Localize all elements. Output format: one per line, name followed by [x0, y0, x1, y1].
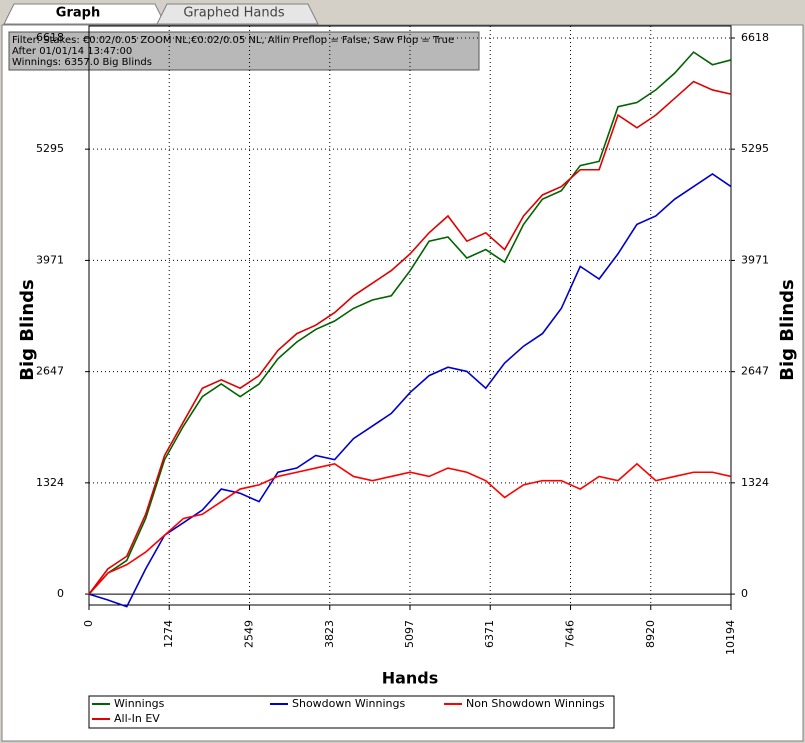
y2-tick-label: 2647: [741, 365, 769, 378]
y2-tick-label: 3971: [741, 253, 769, 266]
y-tick-label: 2647: [36, 365, 64, 378]
filter-text: Filter: Stakes: €0.02/0.05 ZOOM NL,€0.02…: [12, 35, 454, 46]
series-line: [88, 172, 732, 608]
filter-text: After 01/01/14 13:47:00: [12, 46, 132, 57]
x-tick-label: 2549: [243, 620, 256, 648]
panel: [1, 24, 804, 742]
y-tick-label: 0: [57, 587, 64, 600]
x-tick-label: 8920: [644, 620, 657, 648]
filter-text: Winnings: 6357.0 Big Blinds: [12, 57, 152, 68]
y-tick-label: 6618: [36, 31, 64, 44]
legend-label: Winnings: [114, 697, 165, 710]
series-line: [88, 462, 732, 595]
tab-label[interactable]: Graph: [56, 6, 100, 21]
series-line: [88, 51, 732, 595]
y2-tick-label: 5295: [741, 142, 769, 155]
y2-tick-label: 0: [741, 587, 748, 600]
series-line: [88, 80, 732, 595]
tab-label[interactable]: Graphed Hands: [183, 6, 284, 21]
y2-tick-label: 1324: [741, 476, 769, 489]
legend-label: Non Showdown Winnings: [466, 697, 605, 710]
x-tick-label: 6371: [483, 620, 496, 648]
x-tick-label: 0: [82, 620, 95, 627]
y-axis-label: Big Blinds: [17, 279, 38, 381]
legend: [88, 695, 615, 729]
y-tick-label: 1324: [36, 476, 64, 489]
y-tick-label: 5295: [36, 142, 64, 155]
x-tick-label: 1274: [162, 620, 175, 648]
x-axis-label: Hands: [382, 669, 439, 688]
y2-axis-label: Big Blinds: [777, 279, 798, 381]
x-tick-label: 3823: [323, 620, 336, 648]
legend-label: All-In EV: [114, 712, 160, 725]
tab[interactable]: [156, 3, 319, 25]
x-tick-label: 5097: [403, 620, 416, 648]
legend-label: Showdown Winnings: [292, 697, 406, 710]
x-tick-label: 7646: [564, 620, 577, 648]
y-tick-label: 3971: [36, 253, 64, 266]
y2-tick-label: 6618: [741, 31, 769, 44]
x-tick-label: 10194: [724, 620, 737, 655]
tab[interactable]: [3, 3, 166, 25]
